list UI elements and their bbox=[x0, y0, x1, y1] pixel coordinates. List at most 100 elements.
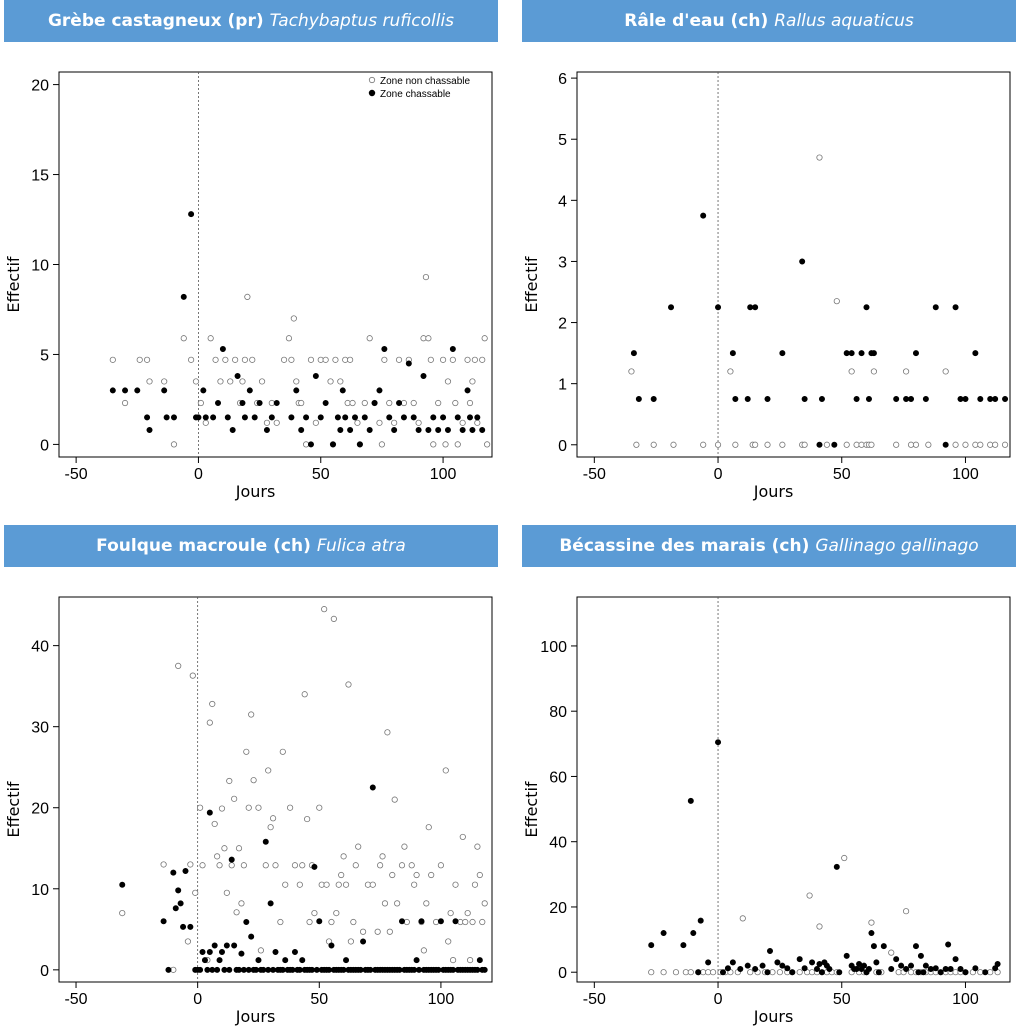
data-point-filled bbox=[826, 965, 833, 972]
data-point-open bbox=[321, 606, 328, 613]
data-point-open bbox=[199, 862, 206, 869]
data-point-open bbox=[816, 154, 823, 161]
y-tick-label: 5 bbox=[40, 347, 49, 364]
data-point-open bbox=[471, 881, 479, 888]
data-point-filled bbox=[376, 387, 383, 394]
data-point-filled bbox=[870, 943, 877, 950]
data-point-open bbox=[747, 969, 754, 976]
data-point-filled bbox=[322, 400, 329, 407]
data-point-open bbox=[217, 378, 224, 385]
data-point-filled bbox=[360, 938, 367, 945]
data-point-filled bbox=[908, 395, 915, 402]
data-point-open bbox=[293, 378, 300, 385]
data-point-open bbox=[714, 441, 722, 448]
data-point-open bbox=[136, 356, 143, 363]
data-point-filled bbox=[705, 959, 712, 966]
data-point-open bbox=[796, 969, 803, 976]
chart-title-latin: Gallinago gallinago bbox=[815, 536, 979, 556]
data-point-filled bbox=[356, 441, 363, 448]
x-tick-label: 100 bbox=[428, 991, 455, 1008]
y-axis-label: Effectif bbox=[522, 256, 541, 312]
data-point-filled bbox=[366, 427, 373, 434]
data-point-open bbox=[286, 804, 294, 811]
data-point-filled bbox=[400, 414, 407, 421]
data-point-open bbox=[206, 719, 213, 726]
data-point-filled bbox=[729, 959, 736, 966]
chart-title-banner: Grèbe castagneux (pr) Tachybaptus rufico… bbox=[4, 0, 498, 42]
data-point-filled bbox=[875, 969, 882, 976]
data-point-open bbox=[764, 441, 771, 448]
data-point-filled bbox=[818, 969, 825, 976]
data-point-open bbox=[445, 938, 452, 945]
data-point-open bbox=[868, 441, 875, 448]
data-point-open bbox=[290, 315, 297, 322]
data-point-filled bbox=[962, 969, 969, 976]
y-tick-label: 2 bbox=[558, 316, 567, 333]
data-point-open bbox=[221, 845, 228, 852]
data-point-open bbox=[843, 441, 850, 448]
data-point-open bbox=[347, 938, 355, 945]
data-point-filled bbox=[903, 395, 910, 402]
data-point-open bbox=[311, 910, 318, 917]
data-point-filled bbox=[430, 414, 437, 421]
data-point-open bbox=[184, 938, 192, 945]
data-point-filled bbox=[952, 304, 959, 311]
plot-frame bbox=[576, 596, 1011, 983]
data-point-open bbox=[354, 419, 361, 426]
data-point-filled bbox=[165, 966, 172, 973]
data-point-filled bbox=[789, 969, 796, 976]
data-point-open bbox=[374, 928, 381, 935]
data-point-filled bbox=[199, 949, 206, 956]
data-point-open bbox=[381, 356, 388, 363]
data-point-open bbox=[650, 441, 657, 448]
data-point-open bbox=[449, 356, 456, 363]
data-point-open bbox=[196, 804, 204, 811]
data-point-filled bbox=[774, 959, 781, 966]
data-point-filled bbox=[690, 930, 697, 937]
data-point-open bbox=[386, 399, 393, 407]
data-point-open bbox=[481, 335, 488, 342]
data-point-filled bbox=[435, 427, 442, 434]
data-point-open bbox=[269, 815, 277, 822]
data-point-filled bbox=[415, 427, 422, 434]
data-point-open bbox=[816, 923, 823, 930]
y-tick-label: 40 bbox=[31, 639, 49, 656]
data-point-filled bbox=[912, 350, 919, 357]
plot-frame bbox=[58, 71, 493, 458]
x-tick-label: 50 bbox=[310, 991, 328, 1008]
data-point-open bbox=[474, 419, 481, 426]
data-point-filled bbox=[293, 387, 300, 394]
legend-label-filled: Zone chassable bbox=[380, 89, 451, 100]
data-point-filled bbox=[732, 395, 739, 402]
data-point-filled bbox=[764, 395, 771, 402]
data-point-filled bbox=[418, 918, 425, 925]
data-point-filled bbox=[291, 949, 298, 956]
data-point-open bbox=[410, 399, 417, 407]
data-point-open bbox=[366, 335, 373, 342]
data-point-filled bbox=[915, 969, 922, 976]
data-point-filled bbox=[454, 414, 461, 421]
data-point-open bbox=[258, 378, 266, 385]
data-point-open bbox=[227, 378, 234, 385]
chart-title-common: Grèbe castagneux (pr) bbox=[47, 11, 264, 31]
data-point-filled bbox=[801, 965, 808, 972]
data-point-filled bbox=[764, 969, 771, 976]
x-tick-label: -50 bbox=[64, 991, 87, 1008]
data-point-open bbox=[389, 871, 396, 879]
data-point-filled bbox=[917, 952, 924, 959]
data-point-open bbox=[464, 356, 471, 363]
data-point-open bbox=[304, 815, 311, 823]
data-point-filled bbox=[317, 414, 324, 421]
data-point-open bbox=[401, 843, 408, 850]
data-point-open bbox=[439, 356, 447, 363]
chart-title-banner: Râle d'eau (ch) Rallus aquaticus bbox=[522, 0, 1016, 42]
data-point-open bbox=[250, 777, 257, 784]
x-tick-label: 50 bbox=[312, 466, 330, 483]
data-point-filled bbox=[920, 969, 927, 976]
data-point-filled bbox=[214, 966, 221, 973]
x-axis-label: Jours bbox=[753, 482, 794, 501]
data-point-filled bbox=[369, 784, 376, 791]
data-point-open bbox=[779, 441, 786, 448]
data-point-open bbox=[395, 356, 403, 363]
data-point-filled bbox=[371, 400, 378, 407]
